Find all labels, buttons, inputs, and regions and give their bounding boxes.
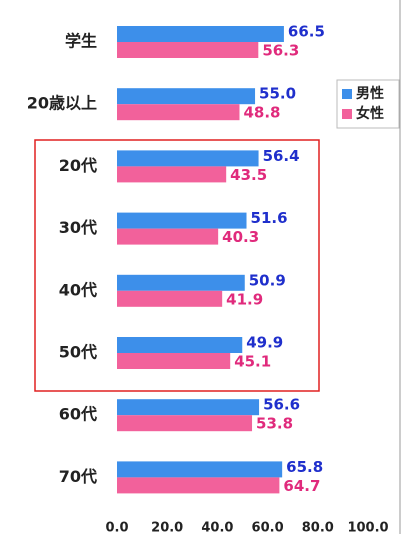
value-label: 43.5 xyxy=(230,166,267,184)
value-label: 50.9 xyxy=(249,271,286,289)
x-tick-label: 0.0 xyxy=(105,521,128,534)
legend xyxy=(336,79,400,129)
value-label: 51.6 xyxy=(251,209,288,227)
legend-swatch xyxy=(342,109,352,119)
value-label: 41.9 xyxy=(226,290,263,308)
category-label: 学生 xyxy=(65,32,97,51)
value-label: 55.0 xyxy=(259,85,296,103)
bar xyxy=(117,228,219,245)
bar xyxy=(117,477,280,494)
value-label: 56.3 xyxy=(262,42,299,60)
bar xyxy=(117,104,240,121)
category-label: 70代 xyxy=(59,467,97,486)
legend-label: 男性 xyxy=(356,85,384,102)
x-tick-label: 80.0 xyxy=(302,521,334,534)
category-label: 40代 xyxy=(59,280,97,299)
bar xyxy=(117,290,223,307)
bar xyxy=(117,166,227,183)
value-label: 66.5 xyxy=(288,23,325,41)
x-tick-label: 100.0 xyxy=(347,521,388,534)
category-label: 30代 xyxy=(59,218,97,237)
value-label: 65.8 xyxy=(286,458,323,476)
bar xyxy=(117,150,259,167)
value-label: 49.9 xyxy=(246,334,283,352)
x-tick-label: 40.0 xyxy=(201,521,233,534)
category-label: 50代 xyxy=(59,343,97,362)
bar xyxy=(117,26,284,42)
bar xyxy=(117,88,256,105)
x-tick-label: 20.0 xyxy=(151,521,183,534)
bar xyxy=(117,42,259,58)
value-label: 64.7 xyxy=(283,477,320,495)
value-label: 48.8 xyxy=(243,104,280,122)
bar xyxy=(117,461,283,478)
bar xyxy=(117,212,247,229)
value-label: 56.4 xyxy=(263,147,300,165)
legend-box xyxy=(336,79,400,129)
legend-label: 女性 xyxy=(356,105,384,122)
bar xyxy=(117,353,231,369)
value-label: 45.1 xyxy=(234,353,271,371)
value-label: 53.8 xyxy=(256,415,293,433)
value-label: 56.6 xyxy=(263,396,300,414)
bar xyxy=(117,399,260,416)
category-label: 20歳以上 xyxy=(27,94,97,113)
highlight-box xyxy=(34,139,320,392)
bar xyxy=(117,274,245,291)
category-label: 20代 xyxy=(59,156,97,175)
bar xyxy=(117,415,253,432)
value-label: 40.3 xyxy=(222,228,259,246)
legend-swatch xyxy=(342,89,352,99)
x-tick-label: 60.0 xyxy=(252,521,284,534)
category-label: 60代 xyxy=(59,405,97,424)
bar xyxy=(117,337,243,353)
